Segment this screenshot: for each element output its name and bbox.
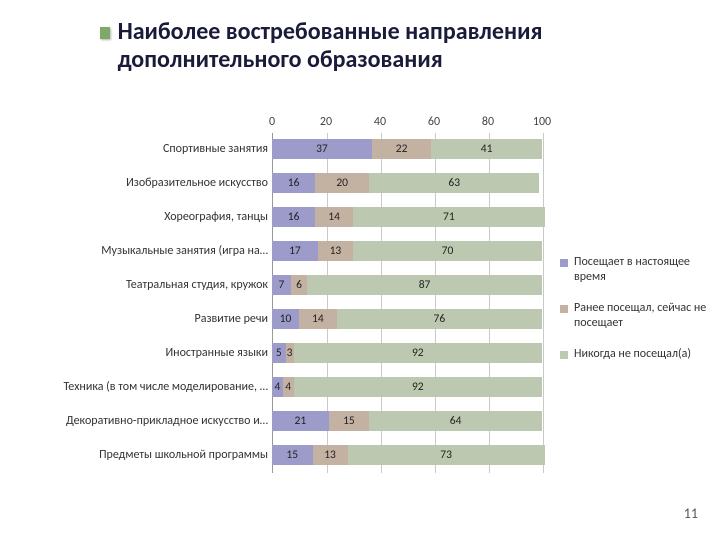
- bar-value: 14: [312, 312, 324, 326]
- bar-row: Иностранные языки 53 92: [30, 341, 570, 365]
- bar-value: 14: [328, 210, 340, 224]
- title-block: Наиболее востребованные направления допо…: [0, 0, 720, 73]
- bar-value: 16: [288, 176, 300, 190]
- bar-value: 41: [481, 142, 493, 156]
- bar-value: 13: [330, 244, 342, 258]
- bar-row: Театральная студия, кружок 76 87: [30, 273, 570, 297]
- x-tick: 80: [482, 115, 494, 129]
- bar-row: Хореография, танцы 16 14 71: [30, 205, 570, 229]
- category-label: Техника (в том числе моделирование, …: [30, 380, 268, 394]
- legend-swatch: [560, 259, 568, 267]
- page-number: 11: [684, 505, 698, 522]
- bar-value: 92: [412, 380, 424, 394]
- bar-value: 64: [450, 414, 462, 428]
- bar-value: 37: [316, 142, 328, 156]
- bar-value: 70: [442, 244, 454, 258]
- bar-value: 4: [285, 380, 291, 394]
- x-axis: 020406080100: [272, 115, 542, 133]
- bar-value: 6: [296, 278, 302, 292]
- page-title: Наиболее востребованные направления допо…: [118, 18, 720, 73]
- chart: 020406080100 Спортивные занятия372241Изо…: [30, 115, 570, 485]
- bar-value: 20: [336, 176, 348, 190]
- category-label: Хореография, танцы: [30, 210, 268, 224]
- x-tick: 40: [374, 115, 386, 129]
- bar-value: 15: [286, 448, 298, 462]
- bar-value: 3: [287, 346, 293, 360]
- bar-row: Развитие речи 10 14 76: [30, 307, 570, 331]
- bar-value: 87: [419, 278, 431, 292]
- category-label: Предметы школьной программы: [30, 448, 268, 462]
- bar-value: 73: [440, 448, 452, 462]
- category-label: Развитие речи: [30, 312, 268, 326]
- bar-row: Музыкальные занятия (игра на… 17 13 70: [30, 239, 570, 263]
- bar-value: 10: [280, 312, 292, 326]
- legend-item: Никогда не посещал(а): [560, 347, 710, 362]
- category-label: Музыкальные занятия (игра на…: [30, 244, 268, 258]
- bar-value: 63: [448, 176, 460, 190]
- legend-swatch: [560, 351, 568, 359]
- category-label: Спортивные занятия: [30, 142, 268, 156]
- bar-value: 22: [396, 142, 408, 156]
- bar-value: 15: [343, 414, 355, 428]
- bar-row: Изобразительное искусство 16 20 63: [30, 171, 570, 195]
- legend-item: Посещает в настоящее время: [560, 255, 710, 285]
- bar-value: 71: [443, 210, 455, 224]
- bar-row: Предметы школьной программы 15 13 73: [30, 443, 570, 467]
- category-label: Театральная студия, кружок: [30, 278, 268, 292]
- bar-row: Спортивные занятия 37 22 41: [30, 137, 570, 161]
- bar-row: Техника (в том числе моделирование, … 44 9…: [30, 375, 570, 399]
- x-tick: 100: [533, 115, 551, 129]
- title-bullet: [100, 27, 110, 39]
- bar-value: 5: [276, 346, 282, 360]
- bar-row: Декоративно-прикладное искусство и… 21 15 6…: [30, 409, 570, 433]
- bar-value: 21: [295, 414, 307, 428]
- legend: Посещает в настоящее время Ранее посещал,…: [560, 255, 710, 378]
- legend-swatch: [560, 305, 568, 313]
- legend-label: Ранее посещал, сейчас не посещает: [574, 301, 710, 331]
- bar-value: 92: [412, 346, 424, 360]
- bar-value: 13: [324, 448, 336, 462]
- legend-label: Посещает в настоящее время: [574, 255, 710, 285]
- x-tick: 60: [428, 115, 440, 129]
- bar-value: 17: [289, 244, 301, 258]
- bar-value: 4: [274, 380, 280, 394]
- category-label: Изобразительное искусство: [30, 176, 268, 190]
- legend-label: Никогда не посещал(а): [574, 347, 691, 362]
- x-tick: 20: [320, 115, 332, 129]
- category-label: Иностранные языки: [30, 346, 268, 360]
- bar-value: 16: [288, 210, 300, 224]
- bar-value: 76: [434, 312, 446, 326]
- category-label: Декоративно-прикладное искусство и…: [30, 414, 268, 428]
- legend-item: Ранее посещал, сейчас не посещает: [560, 301, 710, 331]
- x-tick: 0: [269, 115, 275, 129]
- bar-value: 7: [279, 278, 285, 292]
